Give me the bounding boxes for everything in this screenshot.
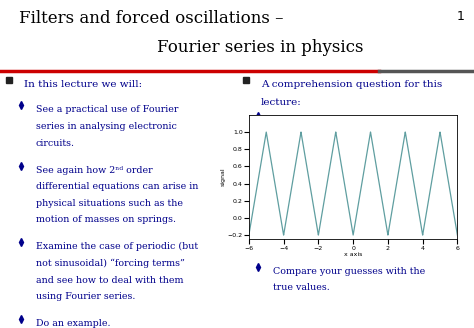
Text: motion of masses on springs.: motion of masses on springs. bbox=[36, 215, 175, 224]
Text: true values.: true values. bbox=[273, 283, 329, 292]
Text: Compare your guesses with the: Compare your guesses with the bbox=[273, 267, 425, 276]
Text: not sinusoidal) “forcing terms”: not sinusoidal) “forcing terms” bbox=[36, 259, 184, 268]
Text: Examine the case of periodic (but: Examine the case of periodic (but bbox=[36, 242, 198, 252]
Text: the coefficients in the Fourier: the coefficients in the Fourier bbox=[273, 132, 416, 141]
Text: A comprehension question for this: A comprehension question for this bbox=[261, 80, 442, 89]
Y-axis label: signal: signal bbox=[221, 168, 226, 186]
Text: Do an example.: Do an example. bbox=[36, 319, 110, 328]
Text: 1: 1 bbox=[456, 10, 465, 23]
Text: Deduce as much as you can about: Deduce as much as you can about bbox=[273, 116, 436, 125]
Text: See again how 2ⁿᵈ order: See again how 2ⁿᵈ order bbox=[36, 166, 152, 174]
Text: Fourier series in physics: Fourier series in physics bbox=[157, 39, 364, 56]
Text: series for the following function:: series for the following function: bbox=[273, 149, 430, 158]
Text: circuits.: circuits. bbox=[36, 139, 74, 148]
Text: In this lecture we will:: In this lecture we will: bbox=[24, 80, 142, 89]
Text: Filters and forced oscillations –: Filters and forced oscillations – bbox=[19, 10, 283, 27]
Text: lecture:: lecture: bbox=[261, 98, 301, 107]
Text: using Fourier series.: using Fourier series. bbox=[36, 292, 135, 301]
Text: physical situations such as the: physical situations such as the bbox=[36, 199, 182, 208]
Text: and see how to deal with them: and see how to deal with them bbox=[36, 276, 183, 285]
Text: series in analysing electronic: series in analysing electronic bbox=[36, 122, 176, 131]
X-axis label: x axis: x axis bbox=[344, 252, 362, 257]
Text: See a practical use of Fourier: See a practical use of Fourier bbox=[36, 105, 178, 114]
Text: differential equations can arise in: differential equations can arise in bbox=[36, 182, 198, 191]
